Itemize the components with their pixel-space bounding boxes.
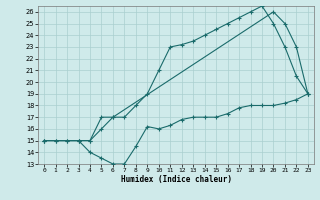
X-axis label: Humidex (Indice chaleur): Humidex (Indice chaleur) [121, 175, 231, 184]
